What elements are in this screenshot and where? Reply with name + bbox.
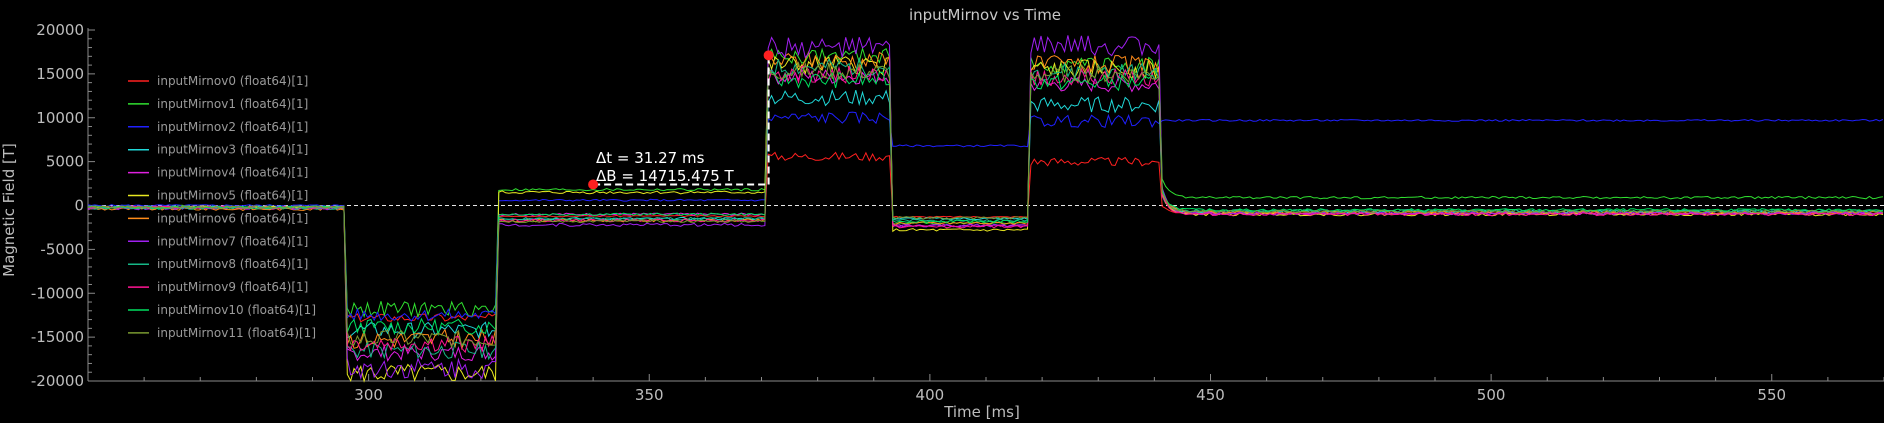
plot-area[interactable] (88, 35, 1883, 381)
x-tick-label: 500 (1477, 386, 1506, 404)
end-marker (764, 50, 774, 60)
y-tick-label: 0 (74, 197, 84, 215)
y-tick-label: 15000 (36, 65, 84, 83)
series-line-6 (88, 52, 1883, 348)
legend-entry: inputMirnov3 (float64)[1] (157, 143, 308, 157)
x-tick-label: 350 (635, 386, 664, 404)
series-line-7 (88, 35, 1883, 378)
legend-entry: inputMirnov11 (float64)[1] (157, 326, 316, 340)
x-tick-label: 550 (1757, 386, 1786, 404)
legend-entry: inputMirnov8 (float64)[1] (157, 257, 308, 271)
x-tick-label: 300 (354, 386, 383, 404)
legend-entry: inputMirnov0 (float64)[1] (157, 74, 308, 88)
delta-b-label: ΔB = 14715.475 T (596, 167, 735, 185)
series-line-1 (88, 49, 1883, 317)
y-axis-label: Magnetic Field [T] (0, 143, 18, 277)
series-line-0 (88, 153, 1883, 322)
x-axis-label: Time [ms] (943, 403, 1020, 421)
axes (88, 28, 1884, 381)
legend-entry: inputMirnov10 (float64)[1] (157, 303, 316, 317)
series-line-10 (88, 72, 1883, 334)
legend-entry: inputMirnov4 (float64)[1] (157, 166, 308, 180)
chart-title: inputMirnov vs Time (909, 6, 1061, 24)
delta-t-label: Δt = 31.27 ms (596, 149, 705, 167)
legend-entry: inputMirnov5 (float64)[1] (157, 189, 308, 203)
legend-entry: inputMirnov9 (float64)[1] (157, 280, 308, 294)
y-tick-label: -5000 (40, 240, 84, 258)
series-line-2 (88, 112, 1883, 321)
y-tick-label: 10000 (36, 109, 84, 127)
legend-entry: inputMirnov2 (float64)[1] (157, 120, 308, 134)
legend-entry: inputMirnov7 (float64)[1] (157, 234, 308, 248)
y-tick-label: -10000 (31, 284, 84, 302)
legend-entry: inputMirnov6 (float64)[1] (157, 211, 308, 225)
series-line-11 (88, 63, 1883, 348)
x-tick-label: 400 (916, 386, 945, 404)
legend-entry: inputMirnov1 (float64)[1] (157, 97, 308, 111)
x-tick-label: 450 (1196, 386, 1225, 404)
y-tick-label: 20000 (36, 21, 84, 39)
y-tick-label: -20000 (31, 372, 84, 390)
y-tick-label: -15000 (31, 328, 84, 346)
y-tick-label: 5000 (46, 153, 84, 171)
